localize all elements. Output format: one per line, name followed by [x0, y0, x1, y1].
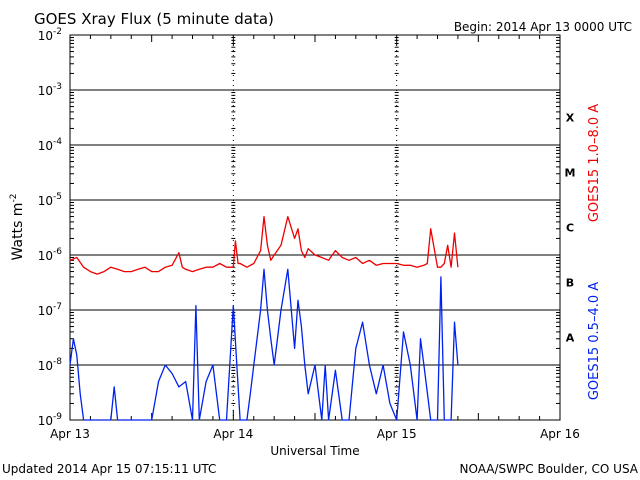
y-tick-exponent: -6: [53, 247, 62, 257]
chart-title: GOES Xray Flux (5 minute data): [34, 10, 274, 28]
y-tick-base: 10: [38, 84, 53, 98]
y-tick-label: 10-6: [38, 247, 63, 263]
y-tick-exponent: -2: [53, 27, 62, 37]
y-tick-exponent: -5: [53, 192, 62, 202]
y-axis-label-exponent: -2: [9, 194, 19, 203]
y-tick-base: 10: [38, 304, 53, 318]
y-tick-base: 10: [38, 29, 53, 43]
flare-class-labels: X M C B A: [565, 112, 576, 345]
y-tick-base: 10: [38, 249, 53, 263]
flare-class-label: C: [566, 222, 574, 235]
gridlines: [70, 89, 560, 366]
credit-text: NOAA/SWPC Boulder, CO USA: [460, 462, 639, 476]
y-tick-base: 10: [38, 359, 53, 373]
y-axis-label: Watts m-2: [9, 194, 26, 261]
y-tick-label: 10-8: [38, 357, 63, 373]
y-tick-base: 10: [38, 414, 53, 428]
x-tick-label: Apr 15: [377, 427, 417, 441]
y-tick-exponent: -8: [53, 357, 62, 367]
x-axis-label: Universal Time: [270, 444, 359, 458]
flare-class-label: A: [566, 332, 575, 345]
legend-label-short: GOES15 0.5–4.0 A: [587, 282, 602, 400]
y-tick-exponent: -9: [53, 412, 62, 422]
y-axis-label-text: Watts m: [10, 203, 26, 261]
legend: GOES15 1.0–8.0 A GOES15 0.5–4.0 A: [587, 104, 602, 400]
y-tick-exponent: -7: [53, 302, 62, 312]
flare-class-label: B: [566, 277, 574, 290]
data-series: [69, 215, 459, 421]
flare-class-label: M: [565, 167, 576, 180]
y-tick-label: 10-4: [38, 137, 63, 153]
plot-frame: [69, 34, 561, 421]
y-axis-ticks: 10-910-810-710-610-510-410-310-2: [38, 27, 560, 428]
y-tick-label: 10-3: [38, 82, 62, 98]
legend-label-long: GOES15 1.0–8.0 A: [587, 104, 602, 222]
y-tick-label: 10-9: [38, 412, 63, 428]
y-tick-base: 10: [38, 139, 53, 153]
y-tick-base: 10: [38, 194, 53, 208]
y-tick-label: 10-5: [38, 192, 62, 208]
updated-timestamp: Updated 2014 Apr 15 07:15:11 UTC: [2, 462, 216, 476]
begin-time: Begin: 2014 Apr 13 0000 UTC: [454, 20, 632, 34]
y-tick-label: 10-2: [38, 27, 62, 43]
y-tick-exponent: -3: [53, 82, 62, 92]
y-tick-exponent: -4: [53, 137, 62, 147]
series-line-short: [69, 268, 459, 421]
x-tick-label: Apr 14: [213, 427, 253, 441]
day-dividers: [231, 35, 399, 420]
y-tick-label: 10-7: [38, 302, 62, 318]
x-tick-label: Apr 16: [540, 427, 580, 441]
flare-class-label: X: [566, 112, 575, 125]
x-tick-label: Apr 13: [50, 427, 90, 441]
x-axis-ticks: Apr 13 Apr 14 Apr 15 Apr 16: [50, 35, 580, 441]
series-line-long: [69, 215, 459, 275]
